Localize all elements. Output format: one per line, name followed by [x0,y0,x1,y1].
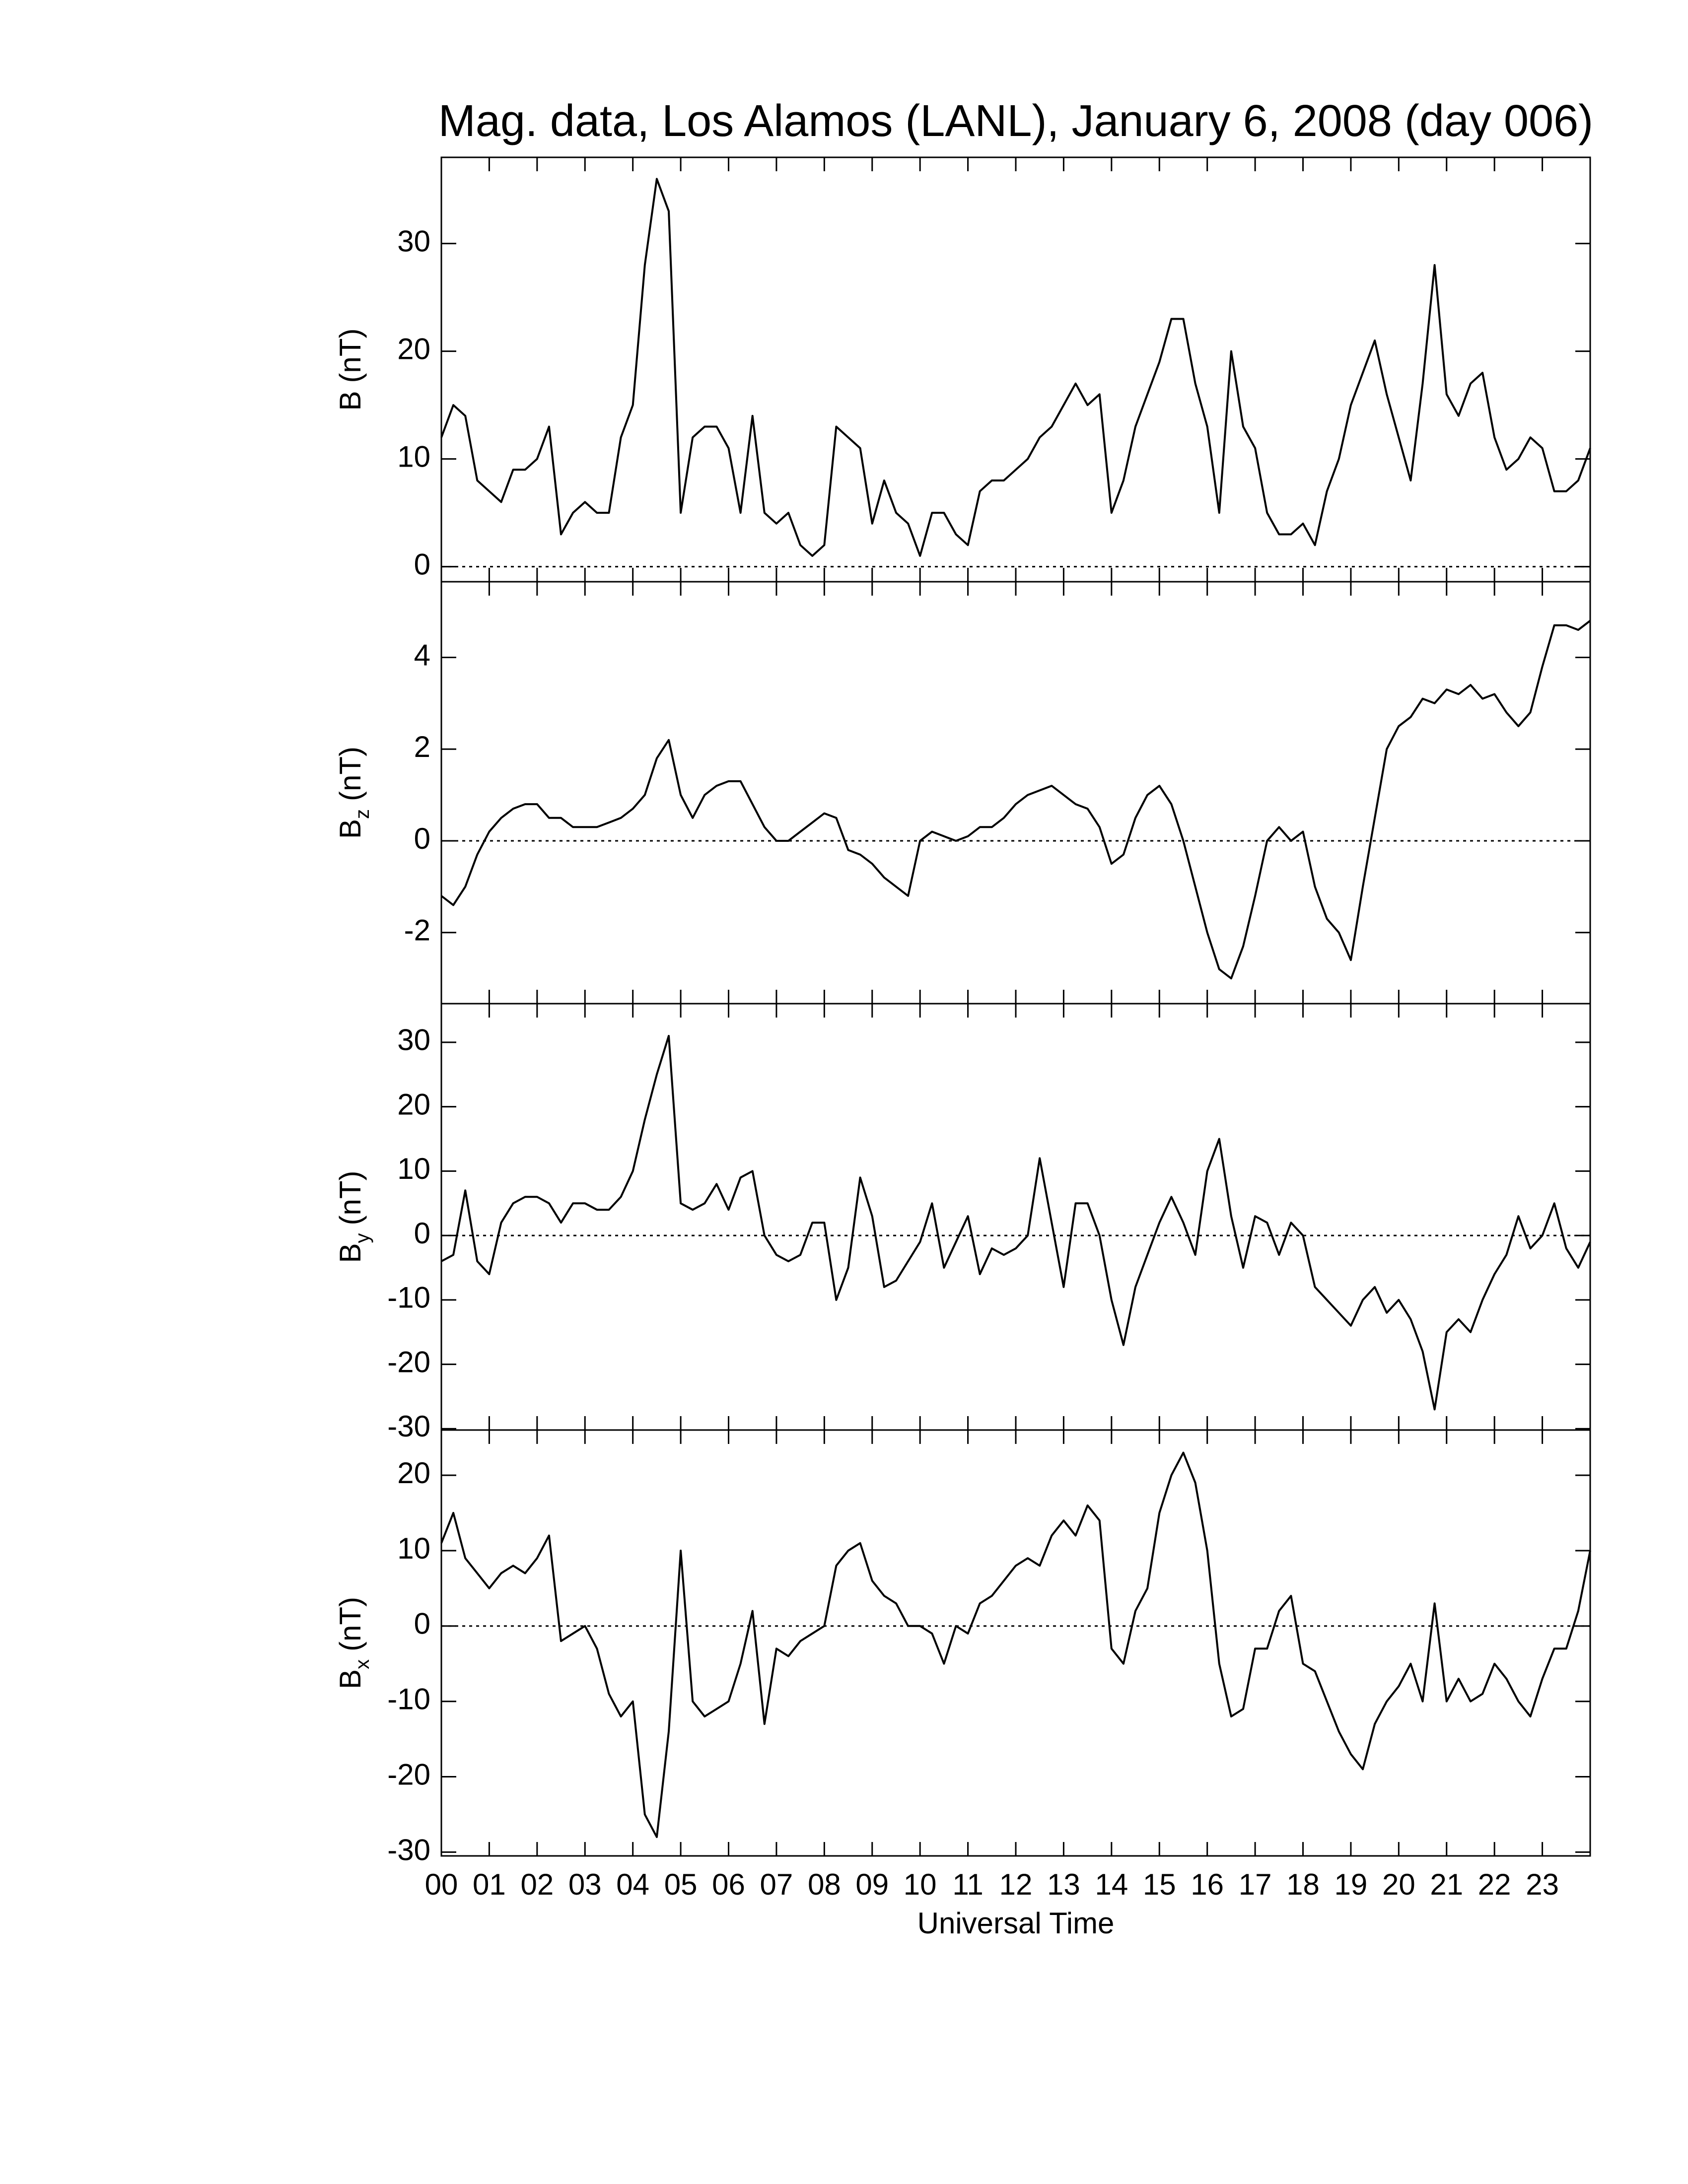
plot-frame [440,1003,1591,1431]
x-tick-label: 02 [520,1868,554,1901]
x-tick-label: 17 [1239,1868,1272,1901]
x-tick-label: 16 [1191,1868,1224,1901]
data-line [441,1034,1591,1411]
y-tick-label: 10 [397,440,430,473]
x-tick-label: 10 [904,1868,937,1901]
chart-title: Mag. data, Los Alamos (LANL), January 6,… [438,96,1593,146]
y-label-sub: x [352,1659,373,1669]
x-tick-label: 14 [1095,1868,1128,1901]
data-line [440,178,1591,557]
y-tick-label: -30 [387,1410,430,1443]
x-tick-label: 08 [808,1868,841,1901]
y-tick-label: 20 [397,1088,430,1121]
y-tick-label: 0 [414,1607,430,1640]
y-tick-label: 20 [397,1456,430,1490]
x-tick-label: 03 [568,1868,602,1901]
y-tick-label: 30 [397,1024,430,1057]
x-tick-label: 15 [1143,1868,1176,1901]
y-tick-label: 0 [414,1217,430,1250]
plot-frame [440,581,1591,1005]
y-label-unit: (nT) [334,1170,367,1225]
y-tick-label: 0 [414,547,430,581]
data-line [440,619,1591,980]
x-tick-label: 09 [855,1868,889,1901]
x-tick-label: 19 [1335,1868,1368,1901]
y-tick-label: -30 [387,1833,430,1866]
x-tick-label: 07 [760,1868,793,1901]
y-axis-label: By (nT) [334,1170,373,1263]
y-tick-label: -20 [387,1758,430,1791]
y-tick-label: -10 [387,1281,430,1314]
x-tick-label: 01 [473,1868,506,1901]
x-tick-label: 04 [616,1868,649,1901]
x-tick-label: 13 [1047,1868,1080,1901]
y-label-unit: (nT) [334,328,367,383]
x-tick-label: 11 [952,1868,983,1901]
y-tick-label: 10 [397,1532,430,1565]
y-label-main: B [334,819,367,839]
x-tick-label: 21 [1430,1868,1463,1901]
y-tick-label: 2 [414,730,430,763]
y-tick-label: -2 [404,914,430,947]
y-tick-label: 4 [414,638,430,672]
y-axis-label: Bx (nT) [334,1597,373,1689]
y-label-sub: y [352,1233,373,1243]
y-label-main: B [334,1669,367,1689]
y-label-sub: z [352,809,373,819]
plot-frame [440,156,1591,583]
y-label-main: B [334,1243,367,1263]
x-tick-label: 00 [425,1868,458,1901]
y-tick-label: 10 [397,1152,430,1185]
x-tick-label: 20 [1382,1868,1415,1901]
x-tick-label: 05 [664,1868,698,1901]
y-label-unit: (nT) [334,1597,367,1651]
x-tick-label: 22 [1478,1868,1511,1901]
y-label-main: B [334,391,367,410]
x-tick-label: 18 [1286,1868,1320,1901]
x-axis-label: Universal Time [917,1907,1115,1940]
y-axis-label: Bz (nT) [334,747,373,839]
y-label-unit: (nT) [334,747,367,801]
data-line [440,1451,1591,1838]
y-axis-label: B (nT) [334,328,367,410]
y-tick-label: 0 [414,822,430,855]
y-tick-label: -20 [387,1345,430,1378]
plot-frame [440,1429,1591,1857]
y-tick-label: -10 [387,1683,430,1716]
y-tick-label: 30 [397,224,430,258]
y-tick-label: 20 [397,332,430,365]
x-tick-label: 23 [1526,1868,1559,1901]
x-tick-label: 06 [712,1868,745,1901]
x-tick-label: 12 [999,1868,1033,1901]
